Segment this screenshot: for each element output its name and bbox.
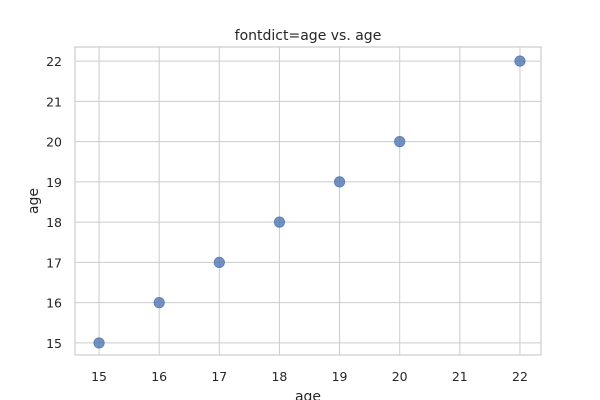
scatter-point-2 xyxy=(213,256,225,268)
scatter-point-0 xyxy=(93,337,105,349)
y-tick-label-19: 19 xyxy=(46,175,62,190)
chart-title: fontdict=age vs. age xyxy=(235,28,382,44)
y-tick-label-21: 21 xyxy=(46,94,62,109)
scatter-point-5 xyxy=(394,136,406,148)
x-tick-label-17: 17 xyxy=(211,369,227,384)
x-tick-label-15: 15 xyxy=(91,369,107,384)
y-tick-label-16: 16 xyxy=(46,296,62,311)
x-tick-label-22: 22 xyxy=(512,369,528,384)
x-tick-label-16: 16 xyxy=(151,369,167,384)
scatter-point-4 xyxy=(333,176,346,188)
grid-layer xyxy=(75,47,541,355)
x-axis-label: age xyxy=(295,389,321,400)
y-tick-labels: 15 16 17 18 19 20 21 22 xyxy=(46,54,62,351)
x-tick-label-18: 18 xyxy=(271,369,287,384)
x-tick-label-19: 19 xyxy=(332,369,348,384)
x-tick-label-20: 20 xyxy=(392,369,408,384)
points-layer xyxy=(93,55,526,349)
scatter-point-1 xyxy=(153,297,165,309)
y-tick-label-20: 20 xyxy=(46,135,62,150)
y-tick-label-15: 15 xyxy=(46,336,62,351)
scatter-point-6 xyxy=(514,55,526,67)
scatter-point-3 xyxy=(273,216,286,228)
x-tick-label-21: 21 xyxy=(452,369,468,384)
y-tick-label-17: 17 xyxy=(46,255,62,270)
y-tick-label-22: 22 xyxy=(46,54,62,69)
x-tick-labels: 15 16 17 18 19 20 21 22 xyxy=(91,369,528,384)
y-tick-label-18: 18 xyxy=(46,215,62,230)
y-axis-label: age xyxy=(26,188,42,214)
plot-frame xyxy=(74,46,542,356)
